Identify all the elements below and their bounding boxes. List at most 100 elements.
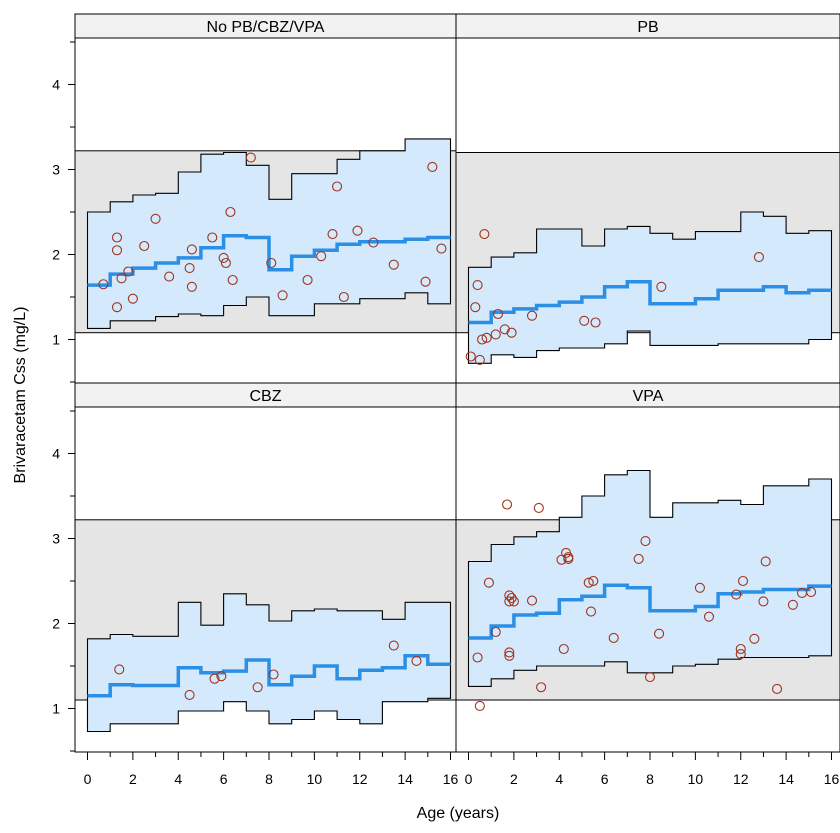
data-point [470, 302, 481, 313]
data-point [477, 334, 488, 345]
data-point [558, 643, 569, 655]
x-tick-label: 12 [733, 771, 749, 787]
x-tick-label: 10 [307, 771, 323, 787]
data-point [472, 280, 483, 291]
median-line [468, 583, 832, 640]
data-point [490, 626, 501, 638]
strip-header [74, 382, 457, 408]
data-point [216, 671, 227, 682]
data-point [420, 276, 431, 287]
data-point [508, 596, 519, 607]
prediction-interval [467, 469, 833, 687]
data-point [499, 324, 510, 335]
data-point [536, 682, 547, 693]
data-point [207, 232, 218, 243]
x-tick-label: 6 [601, 771, 609, 787]
x-tick-label: 0 [84, 771, 92, 787]
data-point [556, 554, 567, 565]
data-point [472, 652, 483, 663]
x-tick-label: 6 [220, 771, 228, 787]
data-point [111, 302, 123, 313]
data-point [268, 669, 279, 680]
median-line [468, 279, 832, 325]
x-tick-label: 14 [778, 771, 794, 787]
panel-0: No PB/CBZ/VPA [74, 13, 457, 384]
data-point [302, 274, 313, 286]
data-point [277, 290, 288, 301]
data-point [656, 281, 667, 292]
median-line [87, 234, 451, 287]
data-point [465, 351, 476, 362]
data-point [504, 596, 515, 607]
data-point [114, 664, 125, 675]
data-point [806, 586, 817, 598]
data-point [116, 273, 127, 284]
data-point [388, 259, 399, 270]
x-tick-label: 16 [443, 771, 459, 787]
data-point [388, 640, 399, 651]
data-point [735, 649, 746, 660]
data-point [150, 213, 161, 224]
panel-title: PB [637, 19, 658, 36]
data-point [492, 308, 504, 320]
data-point [252, 682, 263, 693]
data-point [583, 577, 594, 588]
data-point [771, 683, 783, 695]
x-tick-label: 0 [465, 771, 473, 787]
data-point [436, 243, 447, 254]
panel-1: PB [455, 13, 840, 384]
data-point [737, 575, 749, 587]
data-point [481, 332, 492, 343]
data-point [479, 229, 490, 240]
data-point [490, 329, 501, 340]
strip-header [74, 13, 457, 39]
data-point [526, 310, 538, 321]
data-point [735, 643, 746, 655]
panel-title: VPA [633, 388, 664, 405]
data-point [506, 592, 517, 604]
data-point [504, 647, 515, 658]
data-point [123, 266, 134, 277]
y-tick-label: 2 [52, 247, 60, 263]
data-point [186, 281, 197, 292]
x-tick-label: 16 [824, 771, 840, 787]
data-point [563, 553, 574, 564]
data-point [218, 252, 229, 263]
data-point [184, 263, 195, 274]
data-point [316, 251, 327, 262]
data-point [266, 257, 277, 269]
data-point [585, 606, 597, 617]
data-point [533, 502, 544, 513]
data-point [787, 599, 798, 610]
x-tick-label: 10 [688, 771, 704, 787]
data-point [758, 596, 769, 607]
data-point [352, 225, 363, 236]
data-point [474, 354, 485, 365]
y-tick-label: 3 [52, 531, 60, 547]
data-point [760, 556, 771, 567]
data-point [184, 689, 195, 700]
x-tick-label: 4 [555, 771, 563, 787]
data-point [753, 251, 764, 263]
data-point [98, 279, 109, 290]
data-point [111, 245, 123, 256]
x-tick-label: 4 [174, 771, 182, 787]
data-point [588, 575, 599, 587]
data-point [225, 206, 236, 218]
x-tick-label: 2 [510, 771, 518, 787]
data-point [227, 274, 238, 286]
data-point [590, 317, 601, 328]
data-point [368, 237, 379, 248]
x-axis-label: Age (years) [417, 805, 500, 822]
x-tick-label: 8 [265, 771, 273, 787]
data-point [338, 291, 349, 303]
data-point [220, 257, 231, 269]
panel-3: VPA [455, 382, 840, 753]
data-point [506, 327, 517, 338]
data-point [731, 589, 742, 600]
data-point [694, 582, 705, 593]
data-point [703, 611, 715, 622]
data-point [332, 181, 343, 192]
data-point [644, 671, 656, 683]
